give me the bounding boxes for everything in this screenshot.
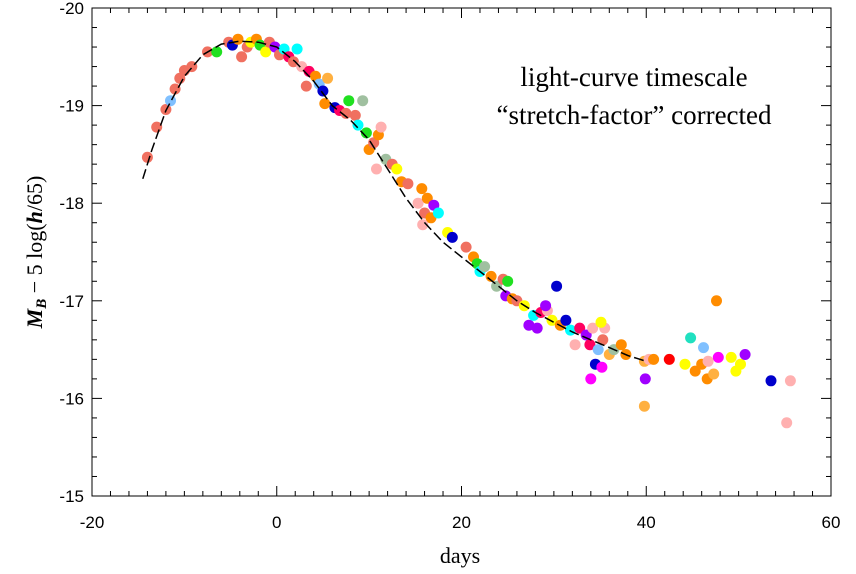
data-point [317,85,329,97]
data-point [151,121,163,133]
data-point [638,400,650,412]
data-point [597,334,609,346]
y-tick-label: -18 [59,194,84,213]
data-point [479,261,491,273]
x-axis-title: days [440,543,480,568]
data-point [592,344,604,356]
data-point [343,95,355,107]
data-point [546,314,558,326]
data-point [580,329,592,341]
data-point [502,275,514,287]
x-tick-label: 20 [452,513,471,532]
data-point [551,280,563,292]
data-point [725,351,737,363]
y-tick-label: -20 [59,0,84,18]
data-point [712,351,724,363]
data-point [319,98,331,110]
data-point [232,33,244,45]
data-point [371,163,382,175]
data-point [781,417,793,429]
data-point [391,163,403,175]
data-point [169,83,181,95]
data-point [260,46,272,58]
data-point [421,192,433,204]
data-point [569,339,581,351]
data-point [708,368,720,380]
y-tick-label: -15 [59,487,84,506]
data-point [735,358,746,370]
data-point [375,121,387,133]
data-point [587,322,599,334]
data-point [141,151,153,163]
y-tick-label: -17 [59,292,84,311]
x-tick-label: -20 [80,513,105,532]
data-point [679,358,691,370]
data-point [300,80,312,92]
y-axis-title-h: h [22,211,47,223]
data-point [485,270,497,282]
data-point [417,219,429,231]
y-axis-title-sub: B [34,299,50,310]
data-point [584,339,596,351]
x-tick-label: 0 [272,513,281,532]
x-tick-label: 40 [637,513,656,532]
data-point [531,322,543,334]
data-point [287,56,299,68]
data-point [685,332,697,344]
data-point [357,95,369,107]
data-point [340,107,352,119]
data-point [615,339,627,351]
data-point [402,178,414,190]
data-point [460,241,472,253]
data-point [360,127,372,139]
x-tick-label: 60 [822,513,841,532]
template-curve [142,40,647,363]
data-point [648,353,660,365]
y-tick-label: -19 [59,97,84,116]
y-axis-title: MB − 5 log(h/65) [22,176,50,330]
data-point [698,342,709,354]
y-tick-label: -16 [59,389,84,408]
y-axis-title-rest: − 5 log( [22,223,47,298]
data-point [412,197,424,209]
data-point [639,373,651,385]
data-point [432,207,444,219]
data-point [784,375,796,387]
data-point [446,231,458,243]
data-points [141,33,796,429]
data-point [565,324,576,336]
data-point [349,109,361,121]
data-point [560,314,572,326]
data-point [739,349,751,360]
data-point [165,95,176,107]
data-point [352,119,364,131]
axis-ticks: -20 0 20 40 60 -20 -19 -18 -17 -16 -15 [59,0,840,532]
data-point [595,316,607,328]
data-point [523,319,535,331]
y-axis-title-main: M [22,307,47,329]
annotation-line-1: light-curve timescale [520,62,747,92]
annotation-line-2: “stretch-factor” corrected [496,100,772,130]
data-point [574,322,586,334]
data-point [711,295,722,307]
data-point [663,353,675,365]
data-point [416,183,428,195]
y-axis-title-end: /65) [22,176,47,211]
data-point [765,375,777,387]
data-point [236,51,248,63]
data-point [585,373,597,385]
data-point [322,72,334,84]
data-point [702,355,714,367]
data-point [689,365,701,377]
data-point [291,43,303,55]
data-point [596,361,608,373]
data-point [211,46,223,58]
data-point [540,300,552,312]
